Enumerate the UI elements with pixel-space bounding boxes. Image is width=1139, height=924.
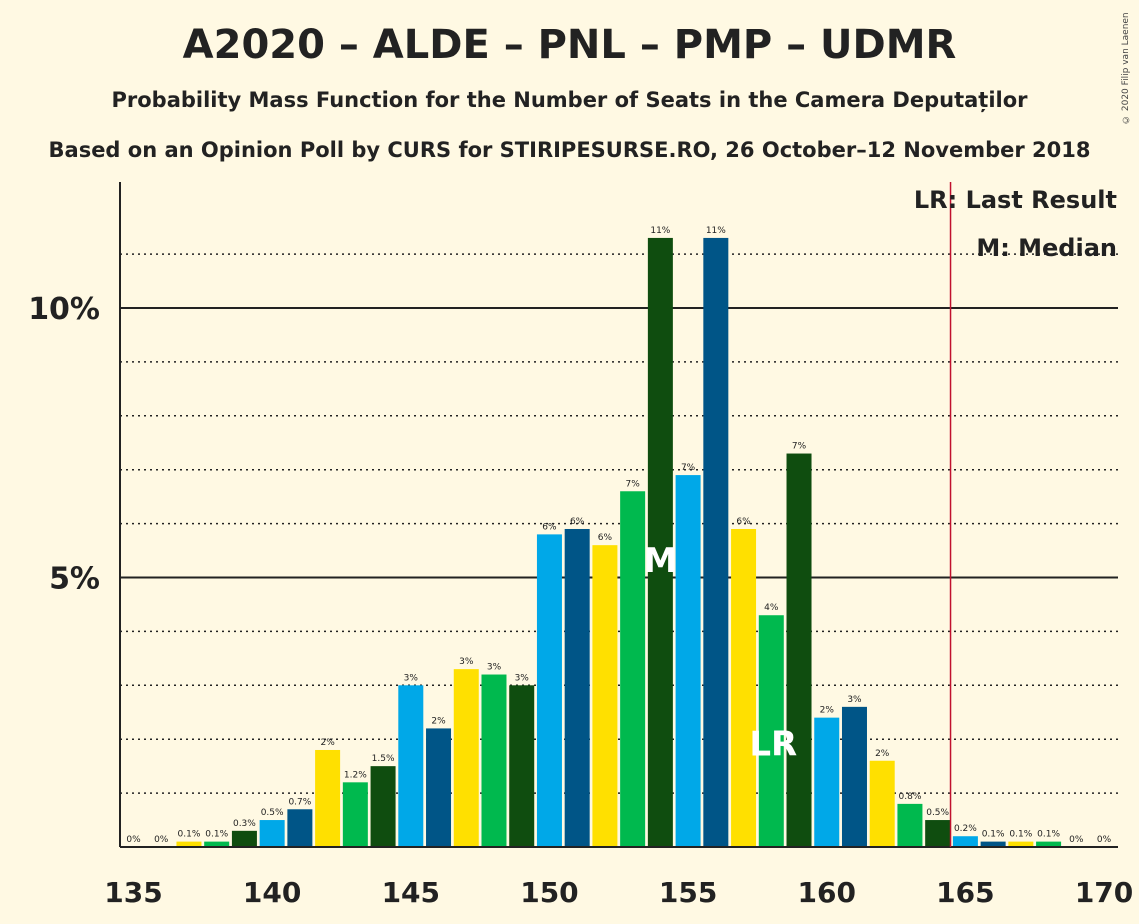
chart-source: Based on an Opinion Poll by CURS for STI…: [48, 138, 1091, 162]
data-label: 0%: [126, 835, 141, 845]
data-label: 3%: [459, 657, 474, 667]
data-label: 3%: [487, 663, 502, 673]
x-tick-label: 165: [936, 876, 994, 909]
chart-subtitle: Probability Mass Function for the Number…: [111, 88, 1028, 112]
data-label: 2%: [820, 706, 835, 716]
data-label: 0%: [1069, 835, 1084, 845]
bar: [231, 830, 257, 847]
bar: [647, 237, 673, 847]
bar: [287, 809, 313, 847]
data-label: 0%: [154, 835, 169, 845]
data-label: 1.5%: [372, 754, 395, 764]
data-labels: 0% 0% 0.1% 0.1% 0.3% 0.5% 0.7% 2% 1.2% 1.5% 3% 2% 3%…: [126, 226, 1111, 845]
x-tick-label: 160: [798, 876, 856, 909]
x-tick-label: 140: [243, 876, 301, 909]
x-tick-label: 145: [382, 876, 440, 909]
data-label: 7%: [792, 442, 807, 452]
legend: LR: Last Result M: Median: [914, 186, 1117, 262]
bar: [758, 615, 784, 847]
bar: [536, 534, 562, 847]
data-label: 0.1%: [178, 830, 201, 840]
x-tick-label: 170: [1075, 876, 1133, 909]
data-label: 0.1%: [1037, 830, 1060, 840]
bar: [814, 717, 840, 847]
data-label: 3%: [404, 673, 419, 683]
bar: [703, 237, 729, 847]
bar: [869, 760, 895, 847]
bar: [342, 782, 368, 847]
data-label: 0.5%: [261, 808, 284, 818]
markers: M LR: [643, 182, 952, 847]
bar: [259, 820, 285, 847]
data-label: 6%: [542, 522, 557, 532]
bar: [841, 706, 867, 847]
data-label: 0.1%: [1009, 830, 1032, 840]
y-tick-label: 10%: [28, 292, 100, 327]
data-label: 6%: [736, 517, 751, 527]
median-marker: M: [643, 541, 677, 581]
data-label: 11%: [706, 226, 726, 236]
data-label: 3%: [847, 695, 862, 705]
data-label: 0.3%: [233, 819, 256, 829]
data-label: 11%: [650, 226, 670, 236]
data-label: 4%: [764, 603, 779, 613]
data-label: 7%: [681, 463, 696, 473]
bar: [786, 453, 812, 847]
data-label: 0%: [1097, 835, 1112, 845]
bar: [592, 545, 618, 847]
data-label: 0.2%: [954, 824, 977, 834]
bar: [1008, 841, 1034, 847]
data-label: 0.1%: [205, 830, 228, 840]
bar: [176, 841, 202, 847]
data-label: 2%: [875, 749, 890, 759]
data-label: 2%: [431, 716, 446, 726]
x-tick-label: 135: [104, 876, 162, 909]
bar: [980, 841, 1006, 847]
bar: [453, 669, 479, 847]
bar: [620, 491, 646, 847]
bar: [481, 674, 507, 847]
bar: [675, 475, 701, 847]
data-label: 0.8%: [899, 792, 922, 802]
bar: [731, 528, 757, 847]
data-label: 0.7%: [288, 797, 311, 807]
bar: [370, 766, 396, 847]
y-tick-label: 5%: [49, 562, 100, 597]
data-label: 6%: [570, 517, 585, 527]
chart-title: A2020 – ALDE – PNL – PMP – UDMR: [182, 22, 957, 68]
data-label: 1.2%: [344, 770, 367, 780]
data-label: 0.1%: [982, 830, 1005, 840]
data-label: 0.5%: [926, 808, 949, 818]
bar: [952, 836, 978, 847]
bar: [426, 728, 452, 847]
data-label: 7%: [625, 479, 640, 489]
data-label: 6%: [598, 533, 613, 543]
axes: 135 140 145 150 155 160 165 170: [104, 182, 1133, 909]
data-label: 3%: [515, 673, 530, 683]
x-tick-label: 150: [520, 876, 578, 909]
x-tick-label: 155: [659, 876, 717, 909]
bar: [315, 749, 341, 847]
bar: [204, 841, 230, 847]
bar: [1036, 841, 1062, 847]
bar: [897, 803, 923, 847]
bars: [176, 237, 1062, 847]
data-label: 2%: [320, 738, 335, 748]
last-result-marker: LR: [749, 724, 797, 764]
bar: [509, 685, 535, 847]
gridlines: 5% 10%: [28, 253, 1118, 794]
legend-entry: LR: Last Result: [914, 186, 1117, 214]
bar: [398, 685, 424, 847]
legend-entry: M: Median: [976, 234, 1117, 262]
bar: [564, 528, 590, 847]
bar: [925, 820, 951, 847]
